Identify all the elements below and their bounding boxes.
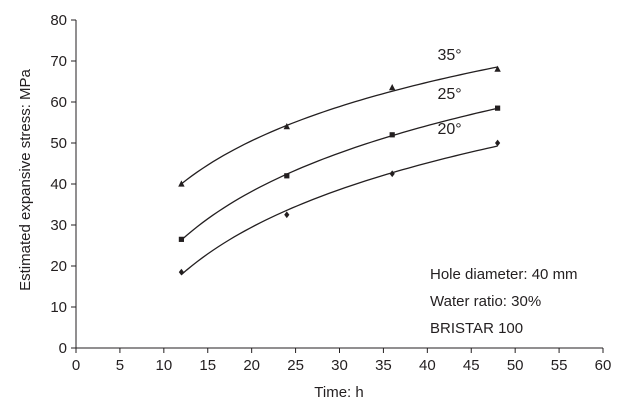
annotation-hole-diameter: Hole diameter: 40 mm — [430, 266, 578, 283]
x-tick-label: 10 — [155, 357, 172, 374]
marker-diamond-point — [389, 170, 395, 178]
marker-diamond-point — [284, 211, 290, 219]
y-tick-label: 10 — [50, 299, 67, 316]
data-markers — [178, 65, 501, 276]
marker-diamond-point — [495, 139, 501, 147]
trend-curve-series-0 — [181, 66, 498, 185]
x-tick-label: 40 — [419, 357, 436, 374]
x-tick-label: 35 — [375, 357, 392, 374]
annotation-water-ratio: Water ratio: 30% — [430, 293, 541, 310]
x-tick-label: 20 — [243, 357, 260, 374]
y-tick-label: 80 — [50, 12, 67, 29]
y-tick-label: 70 — [50, 53, 67, 70]
marker-square-point — [178, 236, 184, 242]
trend-curves — [180, 66, 498, 276]
y-axis-title: Estimated expansive stress: MPa — [17, 68, 34, 290]
marker-square-point — [389, 132, 395, 138]
series-label: 25° — [437, 86, 461, 103]
y-tick-label: 30 — [50, 217, 67, 234]
x-tick-label: 45 — [463, 357, 480, 374]
series-labels: 35° 25° 20° — [437, 47, 461, 138]
x-tick-label: 15 — [199, 357, 216, 374]
x-tick-label: 30 — [331, 357, 348, 374]
marker-triangle-point — [389, 84, 396, 91]
marker-diamond-point — [178, 268, 184, 276]
annotation-box: Hole diameter: 40 mm Water ratio: 30% BR… — [430, 266, 578, 337]
x-tick-label: 60 — [595, 357, 612, 374]
series-label: 20° — [437, 121, 461, 138]
annotation-product: BRISTAR 100 — [430, 320, 523, 337]
marker-square-point — [284, 173, 290, 179]
x-tick-label: 50 — [507, 357, 524, 374]
marker-triangle-point — [494, 65, 501, 72]
trend-curve-series-2 — [180, 145, 498, 276]
y-tick-label: 20 — [50, 258, 67, 275]
y-tick-label: 50 — [50, 135, 67, 152]
x-axis-title: Time: h — [314, 384, 363, 401]
x-tick-label: 5 — [116, 357, 124, 374]
y-tick-label: 60 — [50, 94, 67, 111]
x-tick-label: 55 — [551, 357, 568, 374]
marker-square-point — [495, 105, 501, 111]
y-tick-label: 40 — [50, 176, 67, 193]
trend-curve-series-1 — [180, 107, 498, 241]
marker-triangle-point — [283, 123, 290, 130]
x-tick-label: 0 — [72, 357, 80, 374]
y-tick-label: 0 — [59, 340, 67, 357]
series-label: 35° — [437, 47, 461, 64]
x-tick-label: 25 — [287, 357, 304, 374]
ticks: 0 5 10 15 20 25 30 35 40 45 50 55 60 0 10 20 30 40 50 60 70 8… — [50, 12, 611, 374]
marker-triangle-point — [178, 180, 185, 187]
